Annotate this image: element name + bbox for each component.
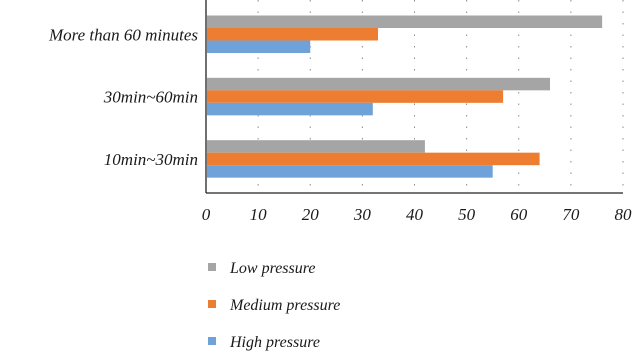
x-tick-labels: 0 10 20 30 40 50 60 70 80 [202,205,632,224]
bar [207,28,379,41]
x-tick-label: 50 [458,205,476,224]
x-tick-label: 40 [406,205,424,224]
bar [207,15,603,28]
legend-swatch [208,337,216,345]
category-label: 10min~30min [104,150,198,169]
bar [207,77,551,91]
x-tick-label: 10 [250,205,268,224]
category-labels: More than 60 minutes 30min~60min 10min~30m… [48,25,198,169]
bar [207,102,373,116]
bar [207,90,504,103]
bar [207,40,311,53]
category-label: More than 60 minutes [48,25,198,44]
legend-swatch [208,263,216,271]
x-tick-label: 30 [353,205,372,224]
legend-label: Low pressure [229,260,316,277]
legend: Low pressure Medium pressure High pressure [208,260,340,351]
legend-label: Medium pressure [229,297,340,314]
x-tick-label: 20 [302,205,320,224]
category-label: 30min~60min [103,88,198,107]
bar [207,152,540,166]
bar [207,165,493,178]
legend-label: High pressure [229,334,320,351]
legend-swatch [208,300,216,308]
bars [207,15,603,178]
x-tick-label: 80 [615,205,633,224]
x-tick-label: 70 [562,205,580,224]
bar [207,140,425,153]
x-tick-label: 60 [510,205,528,224]
x-tick-label: 0 [202,205,211,224]
